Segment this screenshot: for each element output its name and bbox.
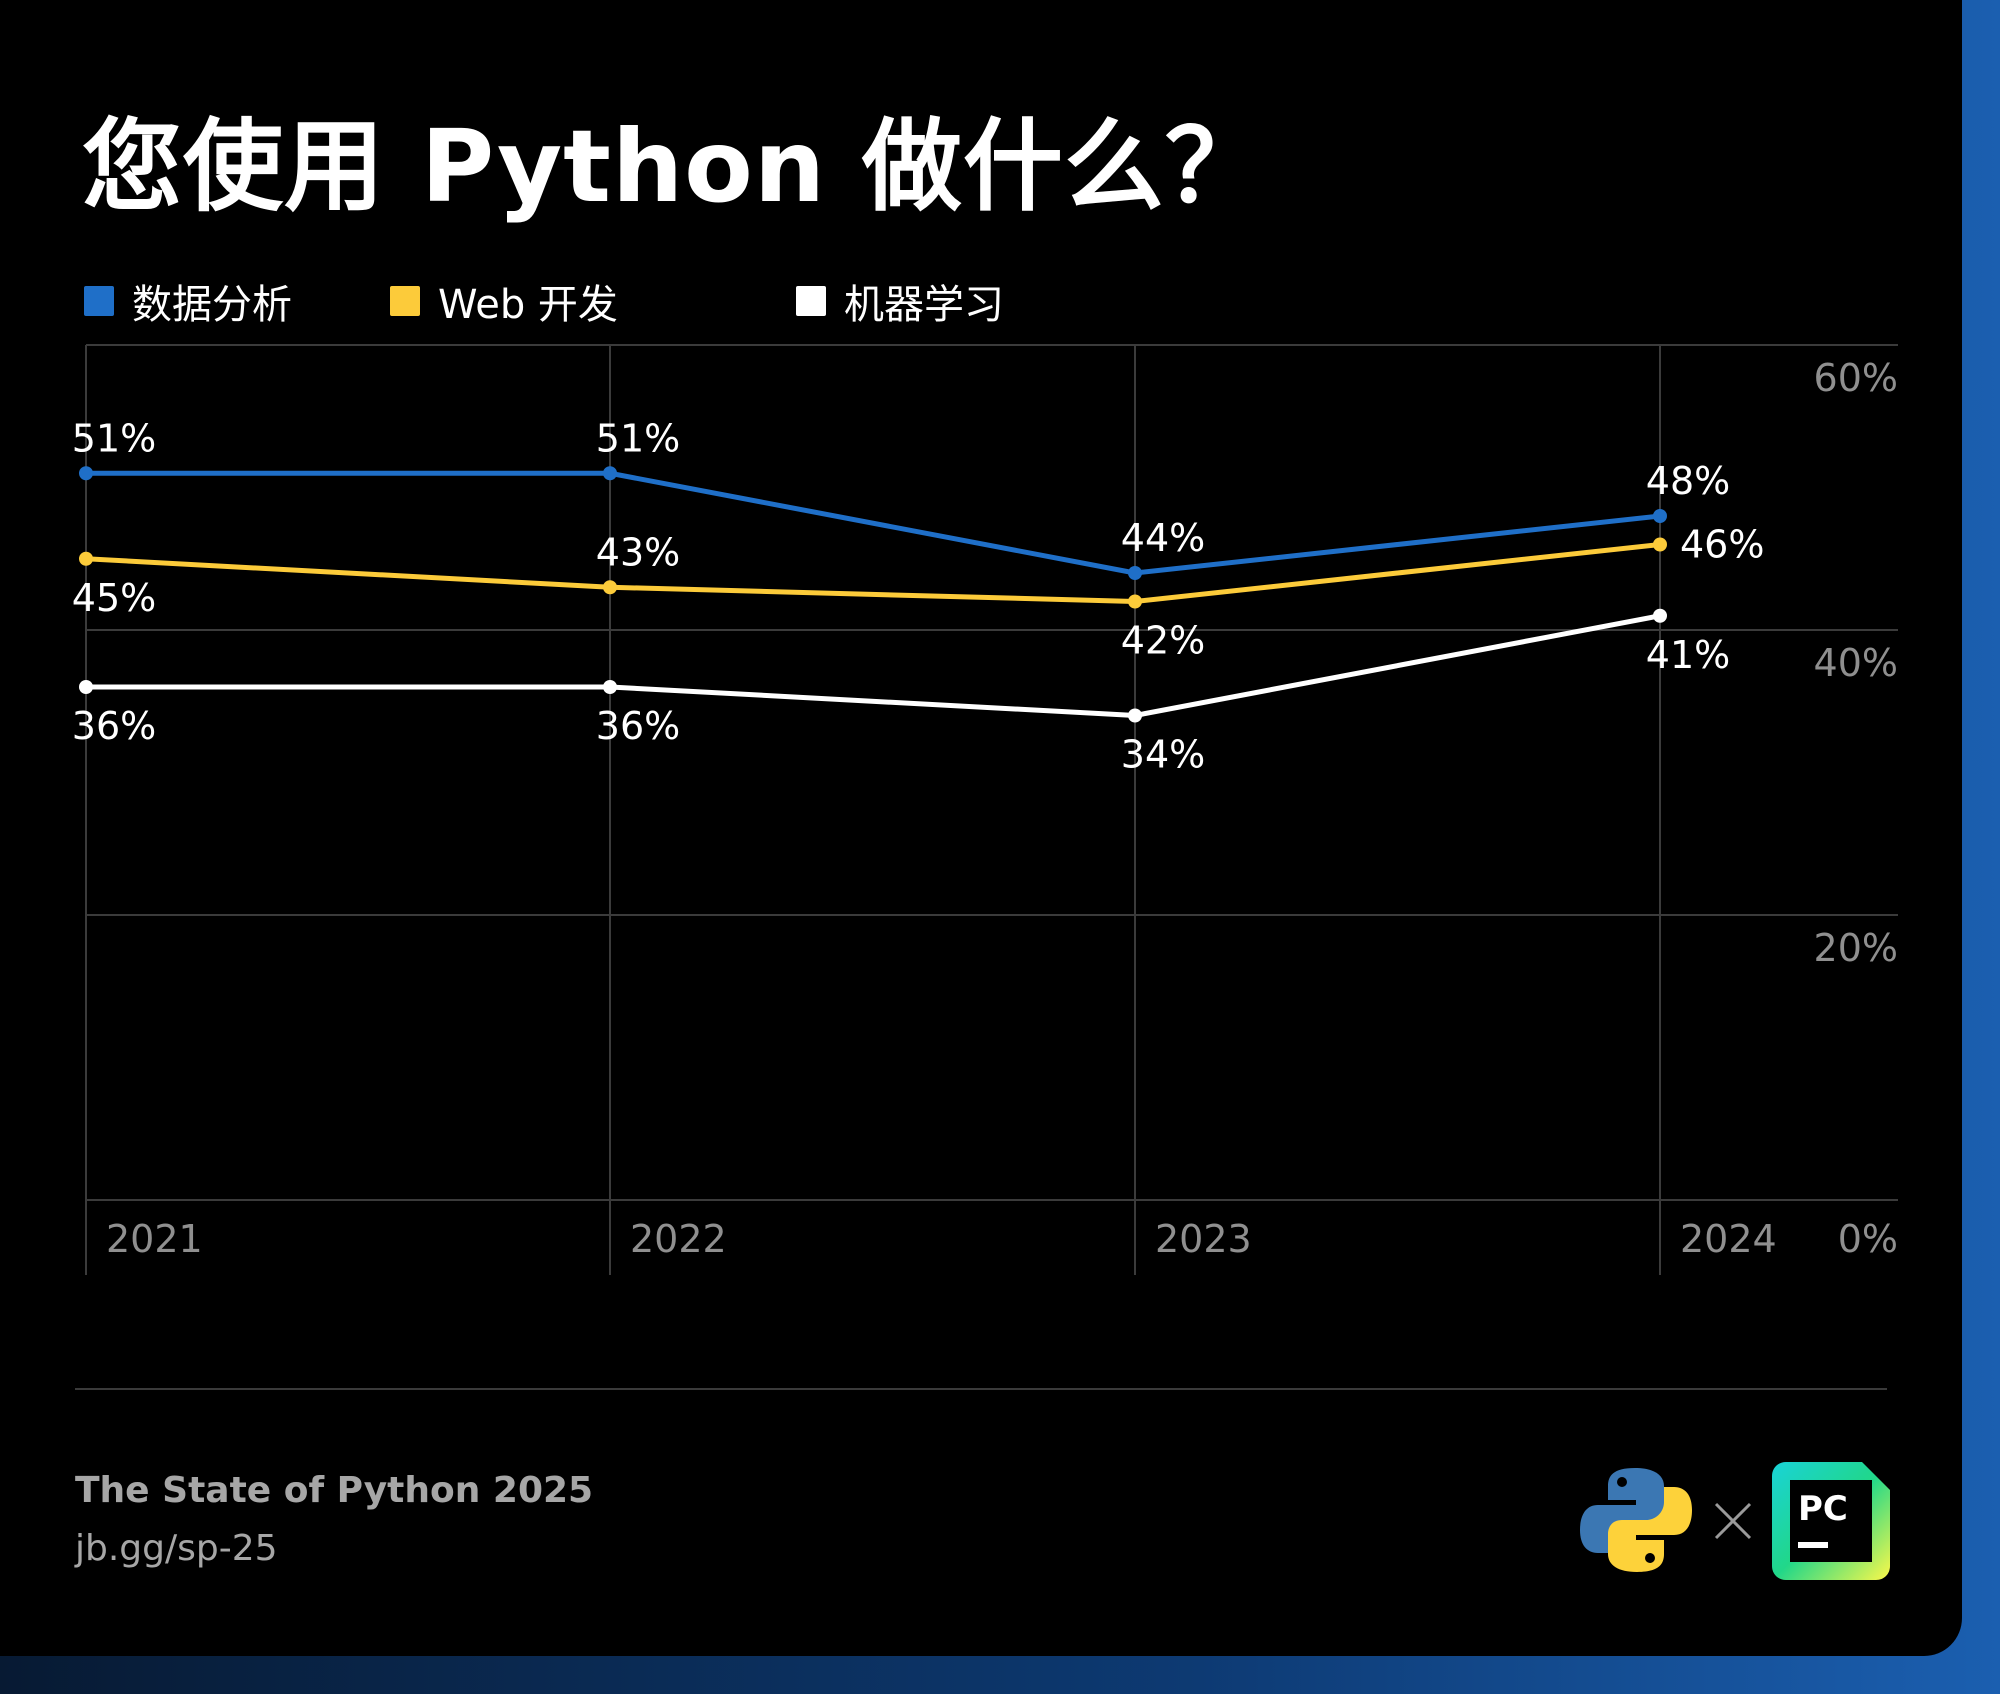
data-label-machine-learning-2023: 34% — [1121, 733, 1205, 777]
legend-swatch-web-dev — [390, 286, 420, 316]
data-label-web-dev-2023: 42% — [1121, 619, 1205, 663]
footer-link[interactable]: jb.gg/sp-25 — [75, 1528, 278, 1569]
x-tick-label-2024: 2024 — [1680, 1217, 1777, 1261]
x-tick-label-2021: 2021 — [106, 1217, 203, 1261]
series-line-web-dev — [85, 542, 1661, 604]
footer-title: The State of Python 2025 — [75, 1470, 594, 1511]
series-line-machine-learning — [86, 613, 1661, 718]
data-label-web-dev-2024: 46% — [1680, 523, 1764, 567]
point-machine-learning-2024 — [1653, 608, 1667, 623]
pycharm-logo-icon: PC — [1772, 1462, 1890, 1580]
legend-label-web-dev: Web 开发 — [438, 282, 618, 328]
data-label-data-analysis-2024: 48% — [1646, 459, 1730, 503]
legend-label-machine-learning: 机器学习 — [844, 282, 1004, 328]
data-label-web-dev-2021: 45% — [72, 576, 156, 620]
point-machine-learning-2022 — [603, 680, 617, 694]
x-tick-label-2022: 2022 — [630, 1217, 727, 1261]
point-machine-learning-2021 — [79, 680, 93, 694]
legend-label-data-analysis: 数据分析 — [132, 282, 292, 328]
y-tick-label-40: 40% — [1814, 641, 1898, 685]
y-tick-label-0: 0% — [1838, 1217, 1898, 1261]
footer-divider — [75, 1388, 1887, 1390]
page-title: 您使用 Python 做什么？ — [82, 108, 1266, 225]
data-label-machine-learning-2024: 41% — [1646, 633, 1730, 677]
data-label-data-analysis-2021: 51% — [72, 416, 156, 460]
y-tick-label-60: 60% — [1814, 356, 1898, 400]
point-machine-learning-2023 — [1128, 708, 1142, 723]
data-label-data-analysis-2023: 44% — [1121, 516, 1205, 560]
y-tick-label-20: 20% — [1814, 926, 1898, 970]
legend-item-data-analysis: 数据分析 — [84, 272, 292, 330]
chart-card: 您使用 Python 做什么？ 数据分析 Web 开发 机器学习 0% 20% 40… — [0, 0, 1962, 1656]
legend-swatch-machine-learning — [796, 286, 826, 316]
series-line-data-analysis — [86, 470, 1661, 576]
legend-item-machine-learning: 机器学习 — [796, 272, 1004, 330]
data-label-data-analysis-2022: 51% — [596, 416, 680, 460]
point-data-analysis-2024 — [1653, 509, 1667, 523]
legend-item-web-dev: Web 开发 — [390, 272, 618, 330]
x-tick-label-2023: 2023 — [1155, 1217, 1252, 1261]
point-data-analysis-2022 — [603, 466, 617, 481]
data-label-machine-learning-2021: 36% — [72, 704, 156, 748]
point-web-dev-2024 — [1653, 537, 1667, 552]
data-label-web-dev-2022: 43% — [596, 530, 680, 574]
point-web-dev-2022 — [603, 580, 617, 595]
line-chart: 0% 20% 40% 60% 2021 2022 2023 2024 51% 51% 44% 48% 4… — [72, 344, 1898, 1275]
point-web-dev-2023 — [1128, 594, 1142, 609]
point-data-analysis-2023 — [1128, 566, 1142, 580]
legend-swatch-data-analysis — [84, 286, 114, 316]
point-web-dev-2021 — [79, 551, 93, 566]
times-icon — [1714, 1502, 1752, 1540]
python-logo-icon — [1580, 1468, 1692, 1572]
data-label-machine-learning-2022: 36% — [596, 704, 680, 748]
point-data-analysis-2021 — [79, 466, 93, 481]
svg-text:PC: PC — [1798, 1489, 1848, 1529]
